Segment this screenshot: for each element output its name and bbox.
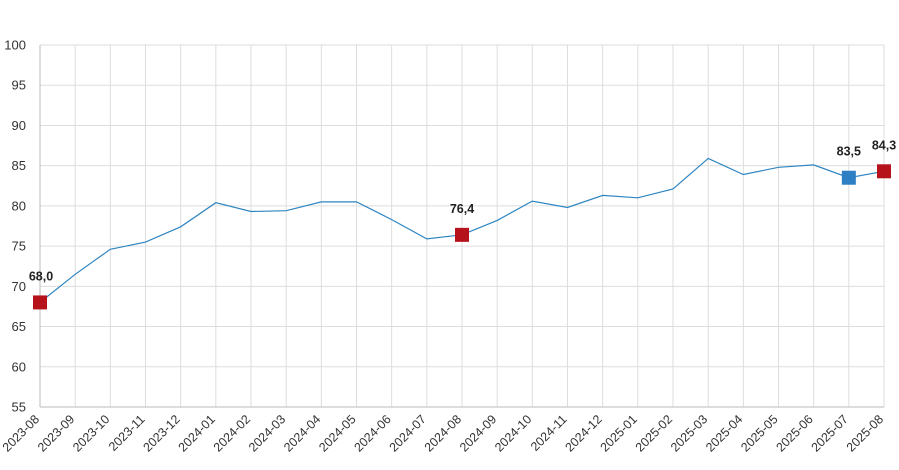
highlight-marker bbox=[33, 295, 47, 310]
x-tick-label: 2025-08 bbox=[844, 412, 886, 454]
x-tick-label: 2024-07 bbox=[387, 412, 429, 454]
x-tick-label: 2025-03 bbox=[668, 412, 710, 454]
x-tick-label: 2024-05 bbox=[316, 412, 358, 454]
y-tick-label: 55 bbox=[12, 400, 26, 415]
x-tick-label: 2025-04 bbox=[703, 412, 745, 454]
highlight-marker bbox=[841, 170, 856, 185]
y-tick-label: 60 bbox=[12, 359, 26, 374]
x-tick-label: 2023-12 bbox=[140, 412, 182, 454]
x-tick-label: 2024-08 bbox=[422, 412, 464, 454]
x-tick-label: 2025-05 bbox=[738, 412, 780, 454]
x-tick-label: 2024-01 bbox=[176, 412, 218, 454]
highlight-marker bbox=[455, 227, 469, 242]
y-tick-label: 80 bbox=[12, 198, 26, 213]
x-tick-label: 2024-09 bbox=[457, 412, 499, 454]
data-label: 84,3 bbox=[872, 138, 896, 152]
x-tick-label: 2025-01 bbox=[598, 412, 640, 454]
x-tick-label: 2023-10 bbox=[70, 412, 112, 454]
x-tick-label: 2023-09 bbox=[35, 412, 77, 454]
data-label: 76,4 bbox=[450, 202, 474, 216]
highlight-marker bbox=[877, 164, 891, 179]
x-tick-label: 2024-02 bbox=[211, 412, 253, 454]
data-labels: 68,0 76,4 83,5 84,3 bbox=[29, 138, 896, 283]
y-tick-label: 100 bbox=[4, 38, 26, 53]
x-tick-label: 2023-08 bbox=[0, 412, 42, 454]
y-tick-label: 65 bbox=[12, 319, 26, 334]
data-label: 68,0 bbox=[29, 269, 53, 283]
grid bbox=[39, 44, 885, 408]
x-tick-label: 2025-07 bbox=[809, 412, 851, 454]
x-tick-label: 2024-04 bbox=[281, 412, 323, 454]
x-tick-label: 2024-12 bbox=[562, 412, 604, 454]
highlight-markers bbox=[33, 164, 891, 310]
x-axis-ticks: 2023-082023-092023-102023-112023-122024-… bbox=[0, 412, 886, 454]
x-tick-label: 2024-11 bbox=[528, 412, 570, 454]
y-tick-label: 90 bbox=[12, 118, 26, 133]
axes bbox=[39, 45, 884, 408]
x-tick-label: 2025-06 bbox=[773, 412, 815, 454]
data-label: 83,5 bbox=[837, 145, 861, 159]
y-tick-label: 70 bbox=[12, 279, 26, 294]
y-tick-label: 75 bbox=[12, 239, 26, 254]
y-tick-label: 95 bbox=[12, 78, 26, 93]
x-tick-label: 2024-06 bbox=[351, 412, 393, 454]
x-tick-label: 2024-10 bbox=[492, 412, 534, 454]
y-tick-label: 85 bbox=[12, 158, 26, 173]
x-tick-label: 2024-03 bbox=[246, 412, 288, 454]
x-tick-label: 2023-11 bbox=[106, 412, 148, 454]
x-tick-label: 2025-02 bbox=[633, 412, 675, 454]
y-axis-ticks: 55 60 65 70 75 80 85 90 95 100 bbox=[4, 38, 26, 415]
